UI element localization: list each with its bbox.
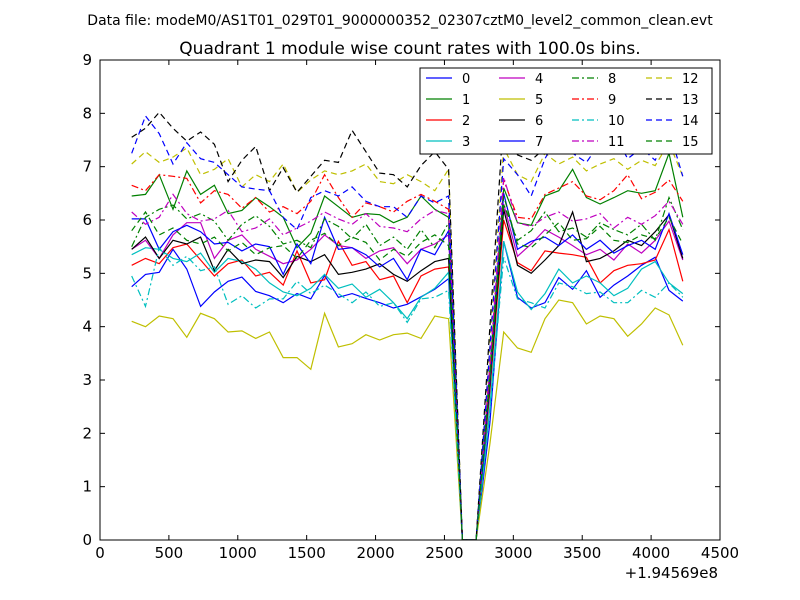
y-tick-label: 6 (82, 211, 92, 229)
series-line-10 (131, 246, 684, 540)
legend-label-10: 10 (608, 114, 625, 129)
y-tick-label: 7 (82, 158, 92, 176)
chart-title: Quadrant 1 module wise count rates with … (179, 39, 640, 59)
series-line-3 (131, 241, 684, 540)
legend-label-2: 2 (462, 114, 470, 129)
y-tick-label: 2 (82, 424, 92, 442)
series-line-0 (131, 241, 684, 540)
y-tick-label: 0 (82, 531, 92, 549)
series-line-11 (131, 177, 684, 540)
series-layer (131, 107, 684, 540)
legend-label-8: 8 (608, 72, 616, 87)
legend-label-3: 3 (462, 135, 470, 150)
y-tick-label: 1 (82, 478, 92, 496)
series-line-9 (131, 173, 684, 540)
y-tick-label: 3 (82, 371, 92, 389)
legend-label-5: 5 (535, 93, 543, 108)
legend-label-14: 14 (682, 114, 699, 129)
y-tick-label: 9 (82, 51, 92, 69)
series-line-12 (131, 141, 684, 540)
x-tick-label: 3500 (563, 544, 601, 562)
legend-label-0: 0 (462, 72, 470, 87)
legend-label-6: 6 (535, 114, 543, 129)
y-tick-label: 5 (82, 264, 92, 282)
x-tick-label: 4000 (632, 544, 670, 562)
y-tick-label: 8 (82, 104, 92, 122)
legend-box (419, 67, 713, 155)
series-line-7 (131, 193, 684, 540)
x-tick-label: 3000 (494, 544, 532, 562)
axes-frame (99, 59, 721, 541)
y-tick-label: 4 (82, 318, 92, 336)
x-tick-label: 2000 (356, 544, 394, 562)
x-tick-label: 2500 (425, 544, 463, 562)
series-line-6 (131, 209, 684, 540)
series-line-5 (131, 299, 684, 540)
series-line-1 (131, 151, 684, 540)
x-tick-label: 4500 (701, 544, 739, 562)
legend-label-15: 15 (682, 135, 699, 150)
x-offset-label: +1.94569e8 (625, 564, 718, 582)
series-line-4 (131, 203, 684, 540)
x-tick-label: 1000 (219, 544, 257, 562)
legend-label-1: 1 (462, 93, 470, 108)
ticks-layer: 0 500 1000 1500 2000 2500 3000 3500 4000 45000123… (82, 51, 739, 562)
legend-label-11: 11 (608, 135, 625, 150)
legend-label-13: 13 (682, 93, 699, 108)
x-tick-label: 1500 (288, 544, 326, 562)
legend-label-9: 9 (608, 93, 616, 108)
series-line-2 (131, 219, 684, 540)
legend-label-12: 12 (682, 72, 699, 87)
legend-label-7: 7 (535, 135, 543, 150)
series-line-13 (131, 107, 684, 540)
x-tick-label: 500 (155, 544, 184, 562)
figure-suptitle: Data file: modeM0/AS1T01_029T01_90000003… (87, 13, 713, 29)
x-tick-label: 0 (95, 544, 105, 562)
legend-label-4: 4 (535, 72, 543, 87)
plot-area: 0 500 1000 1500 2000 2500 3000 3500 4000 45000123… (82, 51, 739, 562)
